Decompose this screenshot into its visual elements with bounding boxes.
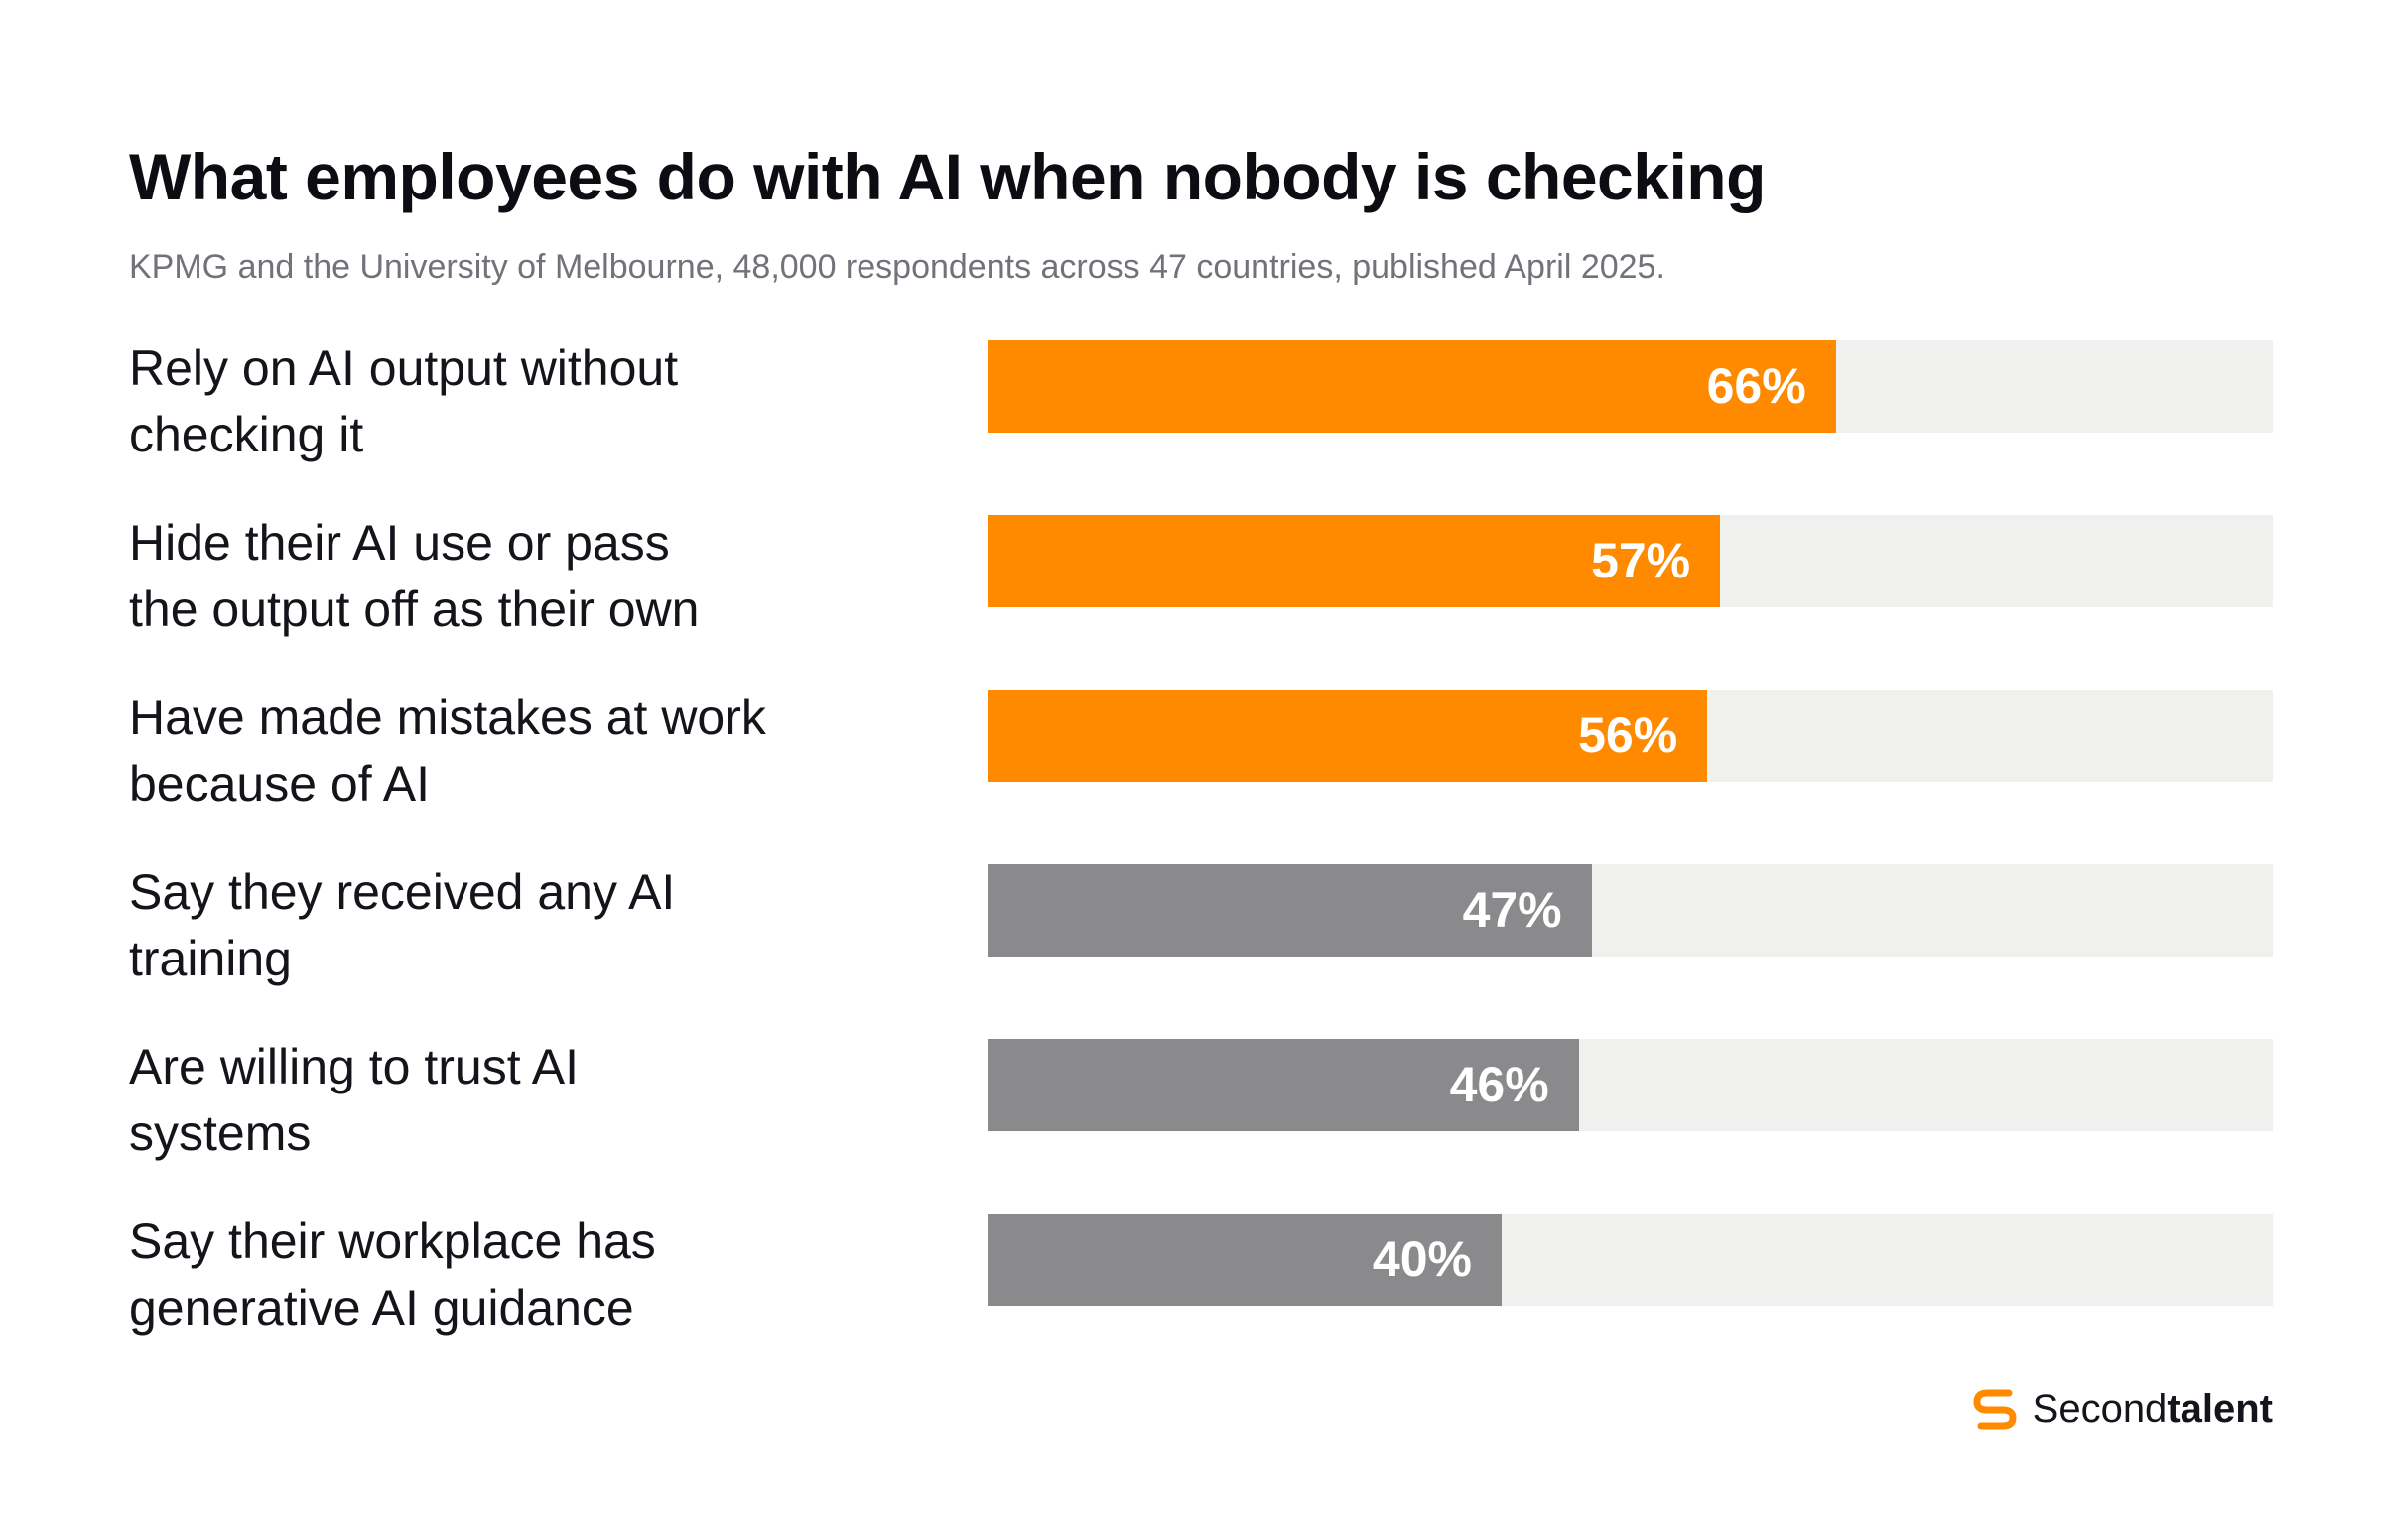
bar <box>988 340 1836 433</box>
brand-logo: Secondtalent <box>1969 1379 2273 1439</box>
bar <box>988 515 1721 607</box>
chart-title: What employees do with AI when nobody is… <box>129 140 1766 213</box>
category-label-line: Rely on AI output without <box>129 340 679 396</box>
category-label-line: generative AI guidance <box>129 1280 634 1336</box>
category-label-line: systems <box>129 1105 312 1161</box>
category-label-line: Hide their AI use or pass <box>129 515 670 571</box>
value-label: 57% <box>1591 533 1691 588</box>
category-label-line: checking it <box>129 407 364 462</box>
chart-subtitle: KPMG and the University of Melbourne, 48… <box>129 248 1665 286</box>
value-label: 47% <box>1462 882 1562 938</box>
bar-track: 66% <box>988 340 2273 433</box>
category-label: Hide their AI use or pass the output off … <box>129 510 903 643</box>
secondtalent-s-logo-icon <box>1973 1389 2017 1430</box>
category-label: Say they received any AI training <box>129 859 903 992</box>
bar <box>988 690 1708 782</box>
brand-name-bold: talent <box>2167 1386 2273 1431</box>
bar <box>988 1039 1579 1131</box>
bar-track: 46% <box>988 1039 2273 1131</box>
brand-name: Secondtalent <box>2033 1387 2273 1432</box>
category-label-line: the output off as their own <box>129 581 700 637</box>
category-label: Rely on AI output without checking it <box>129 335 903 468</box>
category-label: Have made mistakes at work because of AI <box>129 685 903 818</box>
category-label-line: Have made mistakes at work <box>129 690 766 745</box>
category-label-line: training <box>129 931 292 986</box>
category-label: Are willing to trust AI systems <box>129 1034 903 1167</box>
category-label-line: because of AI <box>129 756 431 812</box>
value-label: 40% <box>1372 1231 1472 1287</box>
bar-track: 57% <box>988 515 2273 607</box>
brand-name-regular: Second <box>2032 1386 2168 1431</box>
value-label: 46% <box>1449 1057 1549 1112</box>
bar-track: 40% <box>988 1214 2273 1306</box>
bar-track: 47% <box>988 864 2273 957</box>
bar <box>988 1214 1502 1306</box>
category-label: Say their workplace has generative AI gui… <box>129 1209 903 1342</box>
category-label-line: Are willing to trust AI <box>129 1039 579 1094</box>
value-label: 56% <box>1578 707 1678 763</box>
bar <box>988 864 1592 957</box>
category-label-line: Say their workplace has <box>129 1214 656 1269</box>
value-label: 66% <box>1706 358 1806 414</box>
category-label-line: Say they received any AI <box>129 864 676 920</box>
bar-track: 56% <box>988 690 2273 782</box>
